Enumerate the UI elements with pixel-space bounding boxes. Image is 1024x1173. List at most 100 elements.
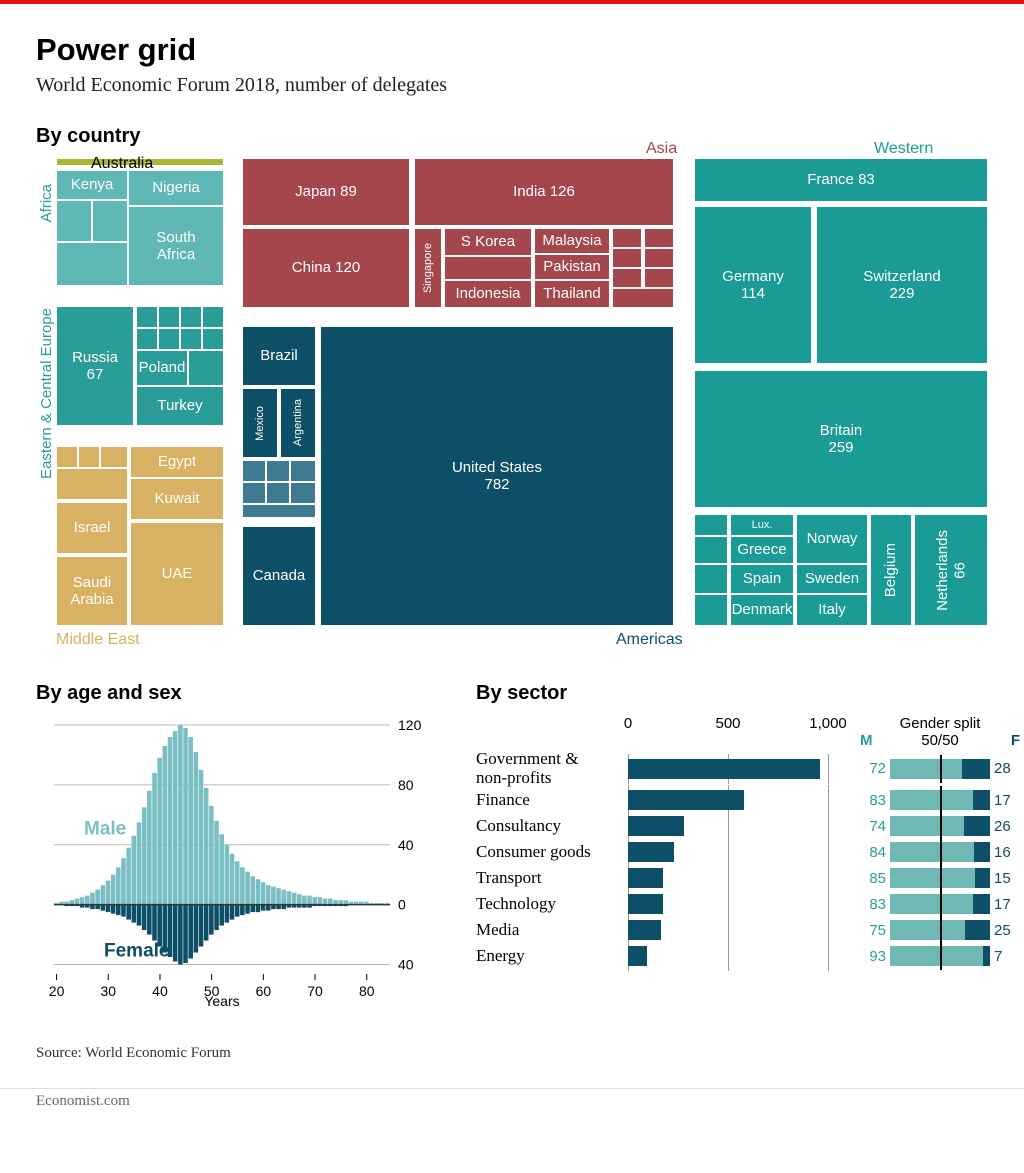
treemap-tile: Egypt: [130, 446, 224, 478]
male-bar: [890, 894, 973, 914]
region-label: Africa: [38, 184, 55, 222]
female-bar: [974, 842, 990, 862]
treemap-tile: [202, 306, 224, 328]
split-midline: [940, 786, 942, 814]
f-label: F: [1011, 732, 1020, 749]
svg-text:60: 60: [256, 983, 272, 999]
count-bar: [628, 894, 663, 914]
treemap-tile: [444, 256, 532, 280]
sector-row-name: Consumer goods: [476, 843, 616, 862]
split-midline: [940, 916, 942, 944]
treemap-tile: Saudi Arabia: [56, 556, 128, 626]
count-bar-wrap: [628, 813, 848, 839]
age-chart: By age and sex 040801204020304050607080Y…: [36, 682, 436, 1015]
svg-text:80: 80: [398, 777, 414, 793]
female-pct: 28: [994, 760, 1020, 777]
region-label: Middle East: [56, 631, 140, 649]
treemap-tile: [644, 268, 674, 288]
count-bar-wrap: [628, 787, 848, 813]
count-bar: [628, 816, 684, 836]
treemap-tile: Netherlands 66: [914, 514, 988, 626]
footer: Economist.com: [0, 1088, 1024, 1128]
treemap-tile: Japan 89: [242, 158, 410, 226]
count-bar-wrap: [628, 865, 848, 891]
m-label: M: [860, 732, 873, 749]
treemap-tile: [242, 482, 266, 504]
sector-row-name: Transport: [476, 869, 616, 888]
gender-split-row: 8515: [860, 865, 1020, 891]
treemap-tile: [92, 200, 128, 242]
female-bar: [973, 790, 990, 810]
male-pct: 75: [860, 922, 886, 939]
treemap-tile: UAE: [130, 522, 224, 626]
treemap-tile: Canada: [242, 526, 316, 626]
region-label: Asia: [646, 140, 677, 158]
svg-text:70: 70: [307, 983, 323, 999]
treemap-tile: Singapore: [414, 228, 442, 308]
treemap-tile: [136, 328, 158, 350]
treemap-tile: [242, 504, 316, 518]
gender-split-row: 8317: [860, 787, 1020, 813]
gender-sub-row: 50/50 M F: [860, 732, 1020, 750]
split-midline: [940, 864, 942, 892]
section-by-country: By country: [36, 125, 988, 148]
treemap-tile: [694, 536, 728, 564]
treemap-tile: [644, 248, 674, 268]
count-bar: [628, 946, 647, 966]
count-bar-wrap: [628, 756, 848, 782]
female-bar: [983, 946, 990, 966]
treemap-tile: Kenya: [56, 170, 128, 200]
treemap-tile: Greece: [730, 536, 794, 564]
split-midline: [940, 755, 942, 783]
treemap-tile: Sweden: [796, 564, 868, 594]
treemap-tile: [56, 468, 128, 500]
treemap-tile: [180, 306, 202, 328]
male-bar: [890, 790, 973, 810]
treemap-tile: [242, 460, 266, 482]
svg-text:20: 20: [49, 983, 65, 999]
gender-split-row: 8416: [860, 839, 1020, 865]
bottom-row: By age and sex 040801204020304050607080Y…: [36, 682, 988, 1015]
male-bar: [890, 759, 962, 779]
female-pct: 25: [994, 922, 1020, 939]
treemap-tile: [136, 306, 158, 328]
female-bar: [973, 894, 990, 914]
count-bar: [628, 920, 661, 940]
sector-header-row: 05001,000 Gender split 50/50 M F: [476, 715, 1020, 750]
treemap-tile: [56, 446, 78, 468]
treemap-tile: [56, 242, 128, 286]
count-bar: [628, 842, 674, 862]
gender-header: Gender split 50/50 M F: [860, 715, 1020, 750]
sector-row-name: Energy: [476, 947, 616, 966]
treemap-tile: Norway: [796, 514, 868, 564]
male-pct: 74: [860, 818, 886, 835]
treemap-tile: [158, 328, 180, 350]
treemap-tile: Nigeria: [128, 170, 224, 206]
split-midline: [940, 838, 942, 866]
treemap-tile: Britain 259: [694, 370, 988, 508]
treemap-tile: [180, 328, 202, 350]
chart-subtitle: World Economic Forum 2018, number of del…: [36, 74, 988, 97]
count-bar-wrap: [628, 917, 848, 943]
treemap-tile: [612, 248, 642, 268]
treemap-tile: [266, 460, 290, 482]
female-pct: 15: [994, 870, 1020, 887]
male-bar: [890, 842, 974, 862]
split-midline: [940, 890, 942, 918]
split-midline: [940, 942, 942, 970]
treemap-tile: Brazil: [242, 326, 316, 386]
treemap-tile: China 120: [242, 228, 410, 308]
chart-title: Power grid: [36, 32, 988, 68]
treemap-tile: [100, 446, 128, 468]
treemap-tile: [694, 514, 728, 536]
region-label: Australia: [91, 155, 153, 173]
treemap-tile: [612, 228, 642, 248]
female-pct: 7: [994, 948, 1020, 965]
svg-text:0: 0: [398, 897, 406, 913]
count-bar-wrap: [628, 891, 848, 917]
treemap-tile: South Africa: [128, 206, 224, 286]
male-pct: 72: [860, 760, 886, 777]
female-bar: [965, 920, 990, 940]
treemap-tile: Belgium: [870, 514, 912, 626]
count-tick: 0: [624, 715, 632, 732]
